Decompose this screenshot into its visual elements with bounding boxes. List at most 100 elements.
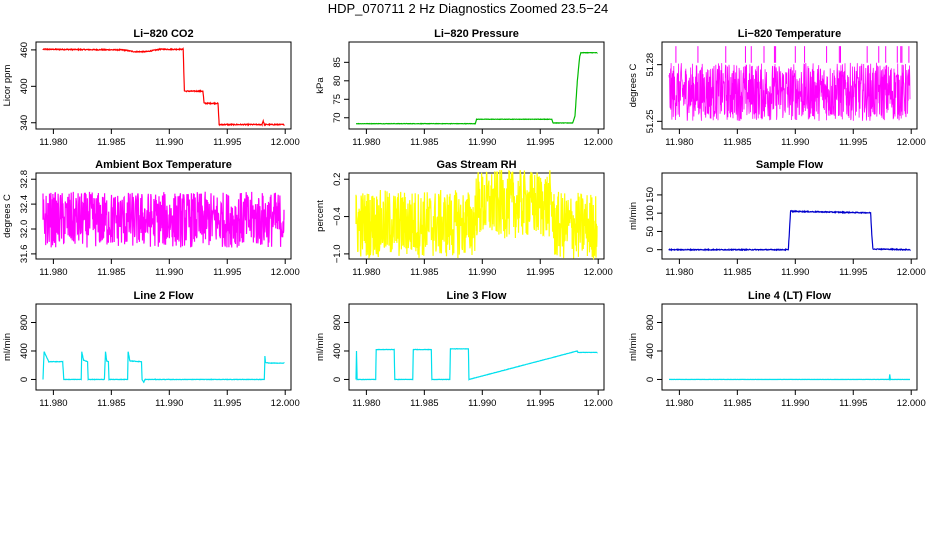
x-tick-label: 11.995 [213, 267, 241, 278]
y-tick-label: 51.28 [645, 53, 656, 77]
x-tick-label: 11.985 [97, 398, 125, 409]
x-tick-label: 11.995 [839, 267, 867, 278]
series-line [668, 209, 911, 252]
x-tick-label: 11.985 [97, 137, 125, 148]
plot-frame [348, 41, 605, 130]
y-tick-label: 80 [332, 76, 343, 87]
x-tick-label: 11.985 [410, 137, 438, 148]
y-axis-label: percent [315, 200, 326, 232]
x-tick-label: 12.000 [584, 267, 613, 278]
y-tick-label: 150 [645, 187, 656, 203]
x-tick-label: 11.985 [723, 267, 751, 278]
x-tick-label: 11.990 [781, 137, 809, 148]
series-line [356, 51, 598, 125]
x-tick-label: 11.995 [526, 398, 554, 409]
panel-7: Line 2 Flow ml/min 11.980 11.985 11.990 11.99… [2, 290, 300, 409]
y-tick-label: 75 [332, 94, 343, 105]
y-tick-label: 460 [19, 42, 30, 58]
panel-2: Li−820 Pressure kPa 11.980 11.985 11.990 11.9… [315, 28, 613, 148]
panel-title: Line 4 (LT) Flow [748, 290, 831, 302]
series-line [668, 62, 911, 121]
y-tick-label: 400 [645, 343, 656, 359]
panel-6: Sample Flow ml/min 11.980 11.985 11.990 11.99… [628, 159, 926, 278]
y-axis-label: degrees C [628, 63, 639, 107]
series-line [42, 191, 285, 248]
figure-title: HDP_070711 2 Hz Diagnostics Zoomed 23.5−… [327, 1, 609, 16]
panel-title: Sample Flow [756, 159, 824, 171]
y-tick-label: 50 [645, 226, 656, 237]
y-tick-label: 340 [19, 115, 30, 131]
plot-frame [348, 303, 605, 391]
x-tick-label: 11.980 [665, 267, 693, 278]
x-tick-label: 11.985 [97, 267, 125, 278]
x-tick-label: 11.990 [468, 267, 496, 278]
x-tick-label: 11.985 [410, 398, 438, 409]
panel-title: Line 2 Flow [134, 290, 194, 302]
series-line [42, 46, 285, 127]
panel-9: Line 4 (LT) Flow ml/min 11.980 11.985 11.990… [628, 290, 926, 409]
y-axis-label: ml/min [628, 202, 639, 230]
x-tick-label: 11.985 [410, 267, 438, 278]
panel-title: Ambient Box Temperature [95, 159, 232, 171]
x-tick-label: 12.000 [897, 398, 926, 409]
plot-frame [35, 41, 292, 130]
series-line [355, 348, 598, 381]
x-tick-label: 11.990 [781, 267, 809, 278]
plot-frame [661, 41, 918, 130]
y-tick-label: 0.2 [332, 173, 343, 186]
y-tick-label: 800 [19, 315, 30, 331]
x-tick-label: 11.985 [723, 137, 751, 148]
y-tick-label: 0 [645, 377, 656, 382]
x-tick-label: 11.980 [665, 137, 693, 148]
x-tick-label: 11.995 [839, 398, 867, 409]
x-tick-label: 12.000 [271, 267, 300, 278]
x-tick-label: 12.000 [897, 137, 926, 148]
plot-frame [661, 172, 918, 260]
x-tick-label: 11.980 [39, 137, 67, 148]
y-tick-label: 51.25 [645, 109, 656, 133]
panel-5: Gas Stream RH percent 11.980 11.985 11.990 11… [315, 159, 613, 278]
x-tick-label: 11.995 [213, 137, 241, 148]
x-tick-label: 11.995 [213, 398, 241, 409]
panel-3: Li−820 Temperature degrees C 11.980 11.985 1… [628, 28, 926, 148]
panel-8: Line 3 Flow ml/min 11.980 11.985 11.990 11.99… [315, 290, 613, 409]
y-axis-label: Licor ppm [2, 65, 13, 107]
y-tick-label: −1.0 [332, 245, 343, 264]
y-axis-label: ml/min [315, 333, 326, 361]
x-tick-label: 12.000 [584, 398, 613, 409]
x-tick-label: 11.980 [39, 398, 67, 409]
panel-title: Line 3 Flow [447, 290, 507, 302]
y-tick-label: 400 [332, 343, 343, 359]
y-axis-label: kPa [315, 77, 326, 94]
y-axis-label: ml/min [2, 333, 13, 361]
panel-title: Li−820 Pressure [434, 28, 519, 40]
y-tick-label: 70 [332, 112, 343, 123]
y-tick-label: 0 [645, 247, 656, 252]
series-line [669, 374, 910, 381]
x-tick-label: 11.990 [468, 137, 496, 148]
x-tick-label: 12.000 [897, 267, 926, 278]
x-tick-label: 11.990 [781, 398, 809, 409]
y-tick-label: 0 [19, 377, 30, 382]
x-tick-label: 11.990 [155, 267, 183, 278]
x-tick-label: 12.000 [584, 137, 613, 148]
panel-title: Li−820 CO2 [133, 28, 193, 40]
plot-frame [35, 303, 292, 391]
plot-frame [348, 172, 605, 260]
y-tick-label: 32.0 [19, 220, 30, 239]
y-tick-label: 0 [332, 377, 343, 382]
series-line [355, 169, 598, 260]
plot-frame [35, 172, 292, 260]
x-tick-label: 11.985 [723, 398, 751, 409]
x-tick-label: 11.990 [155, 398, 183, 409]
y-tick-label: 32.8 [19, 170, 30, 189]
panel-title: Li−820 Temperature [738, 28, 841, 40]
y-tick-label: 85 [332, 57, 343, 68]
x-tick-label: 11.995 [839, 137, 867, 148]
y-tick-label: 400 [19, 343, 30, 359]
x-tick-label: 11.980 [39, 267, 67, 278]
y-tick-label: 800 [645, 315, 656, 331]
plot-frame [661, 303, 918, 391]
y-tick-label: 32.4 [19, 195, 30, 214]
